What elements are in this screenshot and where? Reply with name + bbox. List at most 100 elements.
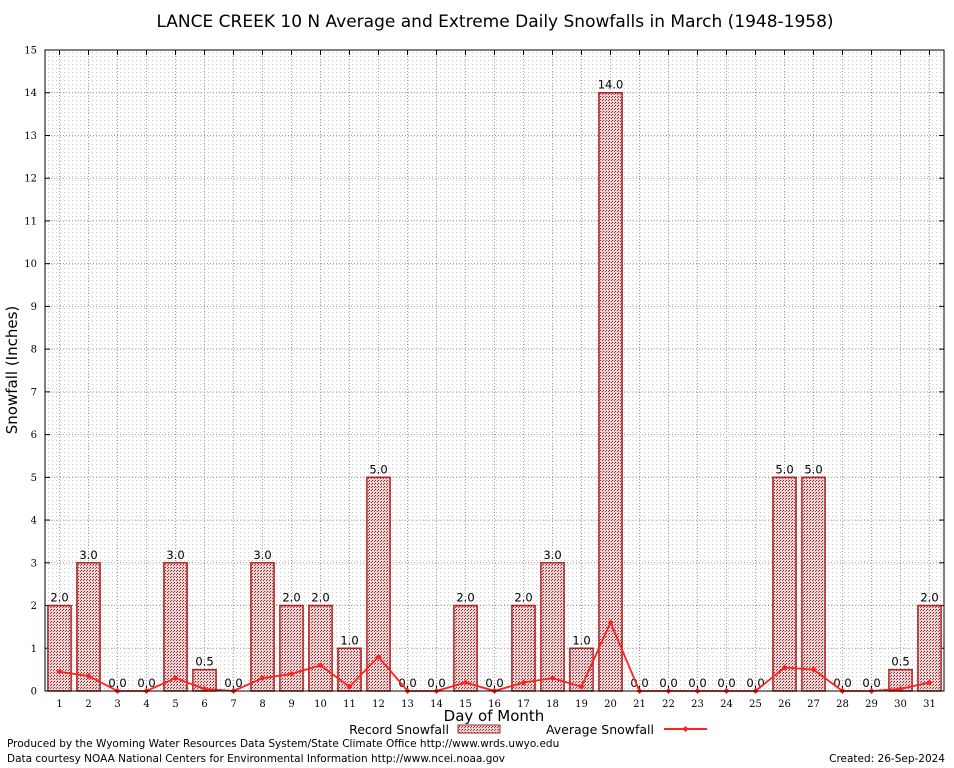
x-tick-label: 4 (143, 699, 149, 710)
x-tick-label: 27 (807, 699, 820, 710)
x-tick-label: 14 (430, 699, 443, 710)
x-tick-label: 19 (575, 699, 588, 710)
bar-value-label: 3.0 (79, 548, 97, 562)
y-tick-label: 3 (31, 558, 37, 569)
legend-average-marker (682, 726, 689, 732)
x-tick-label: 12 (372, 699, 385, 710)
bar-value-labels: 2.0 3.0 0.0 0.0 3.0 0.5 0.0 3.0 2.0 2.0 1.0 5.0 0.0 0… (50, 78, 938, 690)
bar-value-label: 3.0 (166, 548, 184, 562)
record-bar (47, 604, 72, 692)
record-bar (917, 604, 942, 692)
legend-record-swatch (457, 724, 501, 734)
bar-value-label: 0.0 (485, 676, 503, 690)
x-tick-label: 7 (230, 699, 236, 710)
average-point (259, 675, 266, 682)
x-tick-label: 8 (259, 699, 265, 710)
average-point (897, 685, 904, 692)
x-tick-label: 11 (343, 699, 356, 710)
record-bar (250, 562, 275, 692)
x-tick-label: 21 (633, 699, 646, 710)
x-tick-label: 29 (865, 699, 878, 710)
record-bar (511, 604, 536, 692)
average-point (520, 679, 527, 686)
average-point (288, 670, 295, 677)
y-tick-label: 12 (24, 174, 37, 185)
y-axis-label: Snowfall (Inches) (3, 306, 21, 434)
record-bar (772, 476, 797, 692)
x-tick-label: 6 (201, 699, 207, 710)
legend: Record Snowfall Average Snowfall (349, 722, 707, 737)
bar-value-label: 0.5 (891, 655, 909, 669)
y-tick-label: 5 (31, 473, 37, 484)
y-tick-label: 10 (24, 259, 37, 270)
x-tick-label: 2 (85, 699, 91, 710)
average-point (346, 683, 353, 690)
y-tick-label: 11 (24, 216, 37, 227)
record-bar (598, 91, 623, 692)
x-tick-label: 18 (546, 699, 559, 710)
bar-value-label: 2.0 (282, 591, 300, 605)
record-bar (279, 604, 304, 692)
x-tick-label: 26 (778, 699, 791, 710)
x-tick-label: 1 (56, 699, 62, 710)
record-bar (453, 604, 478, 692)
x-tick-label: 24 (720, 699, 733, 710)
average-point (317, 662, 324, 669)
bar-value-label: 0.0 (717, 676, 735, 690)
average-point (462, 679, 469, 686)
x-tick-label: 16 (488, 699, 501, 710)
average-point (810, 666, 817, 673)
y-tick-label: 1 (31, 644, 37, 655)
x-tick-label: 9 (288, 699, 294, 710)
created-date: Created: 26-Sep-2024 (829, 753, 945, 765)
x-tick-label: 30 (894, 699, 907, 710)
bar-value-label: 2.0 (50, 591, 68, 605)
bar-value-label: 5.0 (804, 462, 822, 476)
x-tick-label: 28 (836, 699, 849, 710)
record-bar (540, 562, 565, 692)
bar-value-label: 0.0 (224, 676, 242, 690)
y-tick-label: 6 (31, 430, 37, 441)
y-tick-label: 4 (31, 516, 37, 527)
x-tick-label: 31 (923, 699, 936, 710)
bar-value-label: 3.0 (543, 548, 561, 562)
x-tick-label: 17 (517, 699, 530, 710)
average-point (781, 664, 788, 671)
average-point (201, 685, 208, 692)
producer-credit: Produced by the Wyoming Water Resources … (7, 738, 560, 750)
x-tick-label: 22 (662, 699, 675, 710)
average-point (56, 668, 63, 675)
bar-value-label: 2.0 (456, 591, 474, 605)
average-point (549, 675, 556, 682)
legend-average-label: Average Snowfall (546, 722, 654, 737)
bar-value-label: 0.5 (195, 655, 213, 669)
plot-frame (44, 49, 945, 692)
average-point (926, 679, 933, 686)
y-tick-label: 8 (31, 345, 37, 356)
y-tick-label: 14 (24, 88, 37, 99)
record-bar (163, 562, 188, 692)
bar-value-label: 5.0 (775, 462, 793, 476)
bar-value-label: 3.0 (253, 548, 271, 562)
bar-value-label: 5.0 (369, 462, 387, 476)
bar-value-label: 14.0 (598, 78, 624, 92)
bar-value-label: 0.0 (833, 676, 851, 690)
legend-record-label: Record Snowfall (349, 722, 449, 737)
x-tick-label: 5 (172, 699, 178, 710)
x-tick-label: 20 (604, 699, 617, 710)
bar-value-label: 0.0 (108, 676, 126, 690)
record-bar (801, 476, 826, 692)
average-point (85, 673, 92, 680)
data-source-credit: Data courtesy NOAA National Centers for … (7, 753, 506, 765)
y-tick-label: 7 (31, 387, 37, 398)
average-point (578, 683, 585, 690)
x-tick-label: 25 (749, 699, 762, 710)
y-tick-label: 0 (31, 687, 37, 698)
chart-title: LANCE CREEK 10 N Average and Extreme Dai… (156, 12, 833, 32)
bar-value-label: 1.0 (340, 633, 358, 647)
record-bar (308, 604, 333, 692)
average-point (375, 653, 382, 660)
x-tick-label: 3 (114, 699, 120, 710)
